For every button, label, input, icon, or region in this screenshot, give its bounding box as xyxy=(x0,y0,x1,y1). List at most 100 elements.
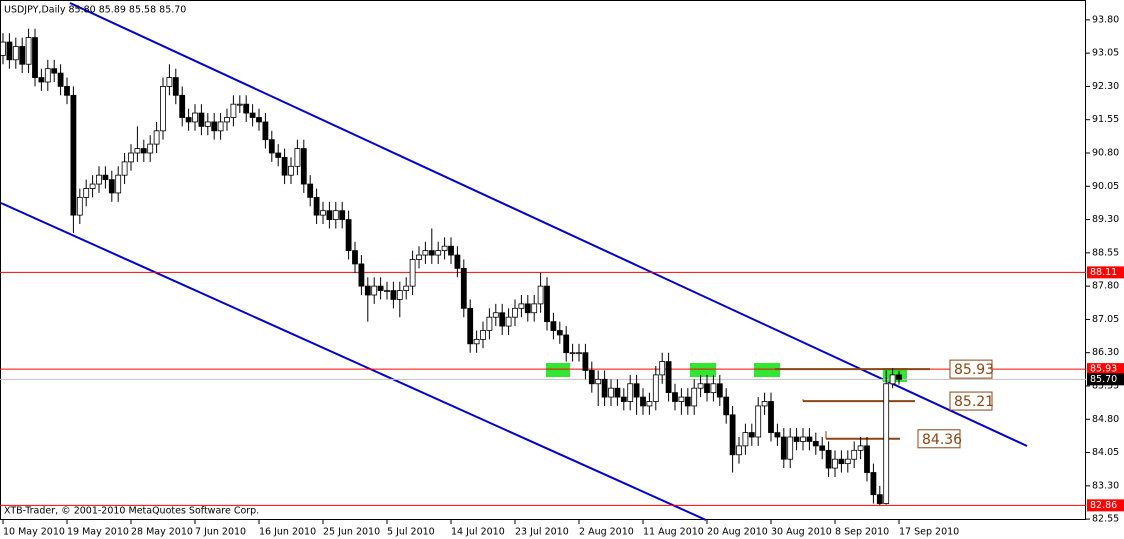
level-label: 88.11 xyxy=(1090,267,1117,278)
x-tick-label: 2 Aug 2010 xyxy=(579,527,634,538)
candle-body xyxy=(0,41,6,56)
candle-body xyxy=(320,210,326,216)
candle-body xyxy=(121,161,128,176)
candle-body xyxy=(620,396,627,402)
level-tag xyxy=(1087,363,1124,376)
candle-body xyxy=(601,378,608,398)
candle-body xyxy=(550,321,557,331)
candle-body xyxy=(678,396,685,402)
candle-body xyxy=(672,392,678,402)
candle-body xyxy=(819,445,826,451)
candle-body xyxy=(428,250,435,256)
chart-title: USDJPY,Daily 85.80 85.89 85.58 85.70 xyxy=(4,5,186,16)
candle-body xyxy=(358,263,365,287)
candle-body xyxy=(166,77,173,87)
y-tick-label: 93.05 xyxy=(1092,48,1119,59)
annotation-box xyxy=(917,429,961,449)
candle-body xyxy=(870,472,877,496)
channel-upper xyxy=(69,2,1028,447)
candle-body xyxy=(454,254,461,269)
candle-body xyxy=(505,316,512,327)
candle-body xyxy=(736,445,742,456)
x-tick-label: 10 May 2010 xyxy=(3,527,65,538)
x-tick-label: 17 Sep 2010 xyxy=(899,527,959,538)
candle-body xyxy=(57,72,64,87)
candle-body xyxy=(268,139,275,154)
candle-body xyxy=(896,374,902,380)
candle-body xyxy=(25,37,32,65)
candle-body xyxy=(140,148,147,154)
candle-body xyxy=(467,307,474,345)
highlight-box xyxy=(546,363,570,377)
candle-body xyxy=(524,303,531,314)
candle-body xyxy=(556,330,563,336)
footer: XTB-Trader, © 2001-2010 MetaQuotes Softw… xyxy=(4,506,259,517)
candle-body xyxy=(640,396,646,407)
candle-body xyxy=(448,245,454,256)
candle-body xyxy=(89,183,96,189)
candle-body xyxy=(96,174,102,185)
level-label: 85.70 xyxy=(1090,374,1117,385)
level-label: 82.86 xyxy=(1090,500,1117,511)
y-tick-label: 83.30 xyxy=(1092,480,1119,491)
x-tick-label: 25 Jun 2010 xyxy=(323,527,380,538)
candle-body xyxy=(371,285,378,296)
candle-body xyxy=(492,312,499,318)
candle-body xyxy=(76,196,83,216)
candle-body xyxy=(281,157,288,176)
candle-body xyxy=(537,285,544,305)
channel-lower xyxy=(0,202,707,521)
y-tick-label: 85.55 xyxy=(1092,380,1119,391)
candle-body xyxy=(704,383,710,394)
x-tick-label: 11 Aug 2010 xyxy=(643,527,704,538)
candle-body xyxy=(192,112,198,123)
candle-body xyxy=(128,152,134,163)
candle-body xyxy=(230,103,237,118)
candle-body xyxy=(19,46,26,65)
candle-body xyxy=(345,219,352,252)
candle-body xyxy=(441,245,448,252)
candle-body xyxy=(313,196,320,216)
candle-body xyxy=(108,179,115,194)
candle-body xyxy=(332,210,339,220)
x-tick-label: 5 Jul 2010 xyxy=(387,527,435,538)
candle-body xyxy=(684,396,691,407)
candle-body xyxy=(64,86,70,96)
candle-body xyxy=(748,432,755,438)
candle-body xyxy=(742,432,749,447)
candle-body xyxy=(12,46,19,61)
candle-body xyxy=(531,303,538,314)
candle-body xyxy=(614,387,621,398)
candle-body xyxy=(627,383,634,402)
annotation-label: 85.93 xyxy=(954,362,994,378)
annotation-box xyxy=(949,359,993,379)
x-tick-label: 16 Jun 2010 xyxy=(259,527,316,538)
candle-body xyxy=(499,312,506,327)
candle-body xyxy=(774,432,781,438)
candle-body xyxy=(352,250,358,265)
candle-body xyxy=(115,174,122,194)
candle-body xyxy=(364,285,371,296)
x-tick-label: 30 Aug 2010 xyxy=(771,527,832,538)
candle-body xyxy=(185,117,192,123)
candle-body xyxy=(518,303,525,309)
annotation-label: 85.21 xyxy=(954,394,994,410)
candle-body xyxy=(409,259,416,287)
candle-body xyxy=(838,458,845,465)
level-tag xyxy=(1087,373,1124,386)
y-tick-label: 90.80 xyxy=(1092,147,1119,158)
candle-body xyxy=(480,330,486,340)
x-tick-label: 23 Jul 2010 xyxy=(515,527,569,538)
candle-body xyxy=(857,445,864,451)
candle-body xyxy=(256,117,262,123)
candle-body xyxy=(588,370,595,385)
y-tick-label: 84.80 xyxy=(1092,414,1119,425)
highlight-box xyxy=(690,363,716,377)
candle-body xyxy=(236,103,243,106)
candle-body xyxy=(32,37,38,78)
y-tick-label: 86.30 xyxy=(1092,347,1119,358)
x-tick-label: 20 Aug 2010 xyxy=(707,527,768,538)
candle-body xyxy=(486,316,493,331)
candle-body xyxy=(595,378,602,385)
